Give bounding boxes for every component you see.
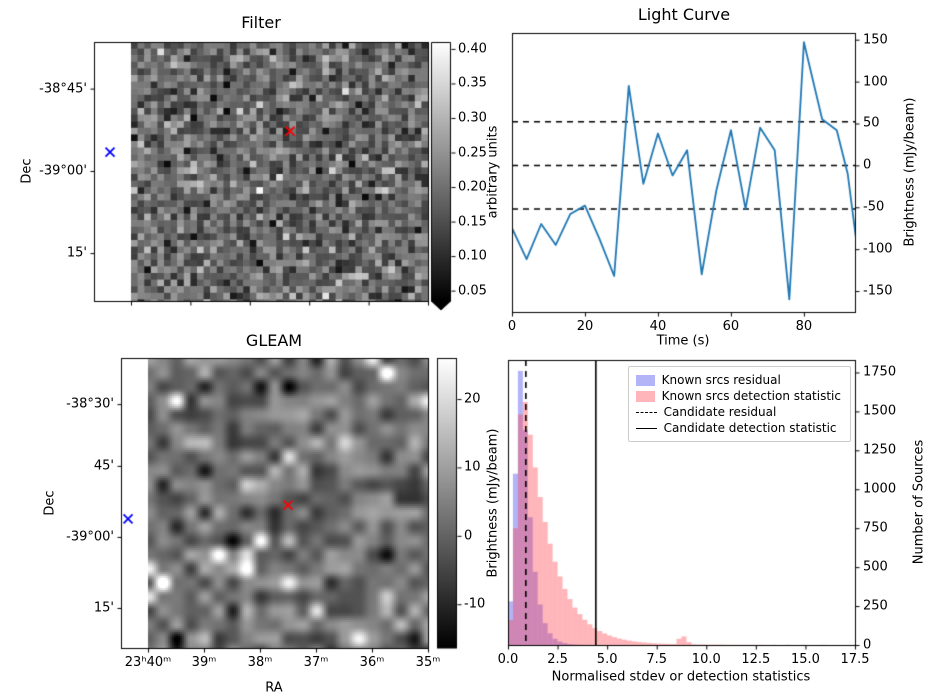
filter-colorbar-tick-label: 0.35 xyxy=(458,75,487,91)
legend-item: Candidate residual xyxy=(635,404,841,420)
histogram-ytick-label: 1500 xyxy=(863,403,897,419)
lightcurve-ytick-label: 100 xyxy=(863,74,888,90)
filter-colorbar-tick-label: 0.15 xyxy=(458,214,487,230)
lightcurve-xtick-label: 80 xyxy=(795,319,813,334)
lightcurve-xtick-label: 0 xyxy=(507,319,517,334)
filter-colorbar-tick-label: 0.05 xyxy=(458,283,487,299)
gleam-title: GLEAM xyxy=(245,331,303,350)
gleam-xtick-label: 36ᵐ xyxy=(359,655,385,670)
legend-label: Candidate detection statistic xyxy=(663,421,837,435)
filter-colorbar-tick-label: 0.25 xyxy=(458,145,487,160)
lightcurve-xlabel: Time (s) xyxy=(656,333,710,349)
lightcurve-ytick-label: 0 xyxy=(863,157,872,173)
histogram-xtick-label: 15.0 xyxy=(790,652,820,667)
gleam-xtick-label: 37ᵐ xyxy=(303,655,329,670)
lightcurve-ytick-label: 150 xyxy=(863,32,888,48)
gleam-colorbar-label: Brightness (mJy/beam) xyxy=(485,428,501,578)
histogram-xtick-label: 12.5 xyxy=(741,652,771,667)
gleam-ytick-label: -38°30' xyxy=(66,396,114,412)
gleam-colorbar-tick-label: 10 xyxy=(464,459,481,475)
gleam-colorbar-tick-label: 20 xyxy=(464,391,481,407)
legend-item: Candidate detection statistic xyxy=(635,420,841,436)
filter-ylabel: Dec xyxy=(19,158,35,184)
gleam-ytick-label: -39°00' xyxy=(66,529,114,545)
filter-ytick-label: -39°00' xyxy=(39,163,87,179)
lightcurve-xtick-label: 40 xyxy=(649,319,667,334)
gleam-colorbar-tick-label: 0 xyxy=(464,528,473,544)
filter-colorbar-label: arbitrary units xyxy=(485,125,501,219)
filter-colorbar-tick-label: 0.10 xyxy=(458,248,487,264)
histogram-xtick-label: 0.0 xyxy=(497,652,519,667)
gleam-xtick-label: 35ᵐ xyxy=(415,655,441,670)
lightcurve-ytick-label: -50 xyxy=(863,199,885,215)
histogram-ytick-label: 1250 xyxy=(863,442,897,458)
lightcurve-title: Light Curve xyxy=(637,5,731,24)
lightcurve-ytick-label: -150 xyxy=(863,283,893,299)
histogram-ylabel: Number of Sources xyxy=(911,439,927,565)
legend-dashed-line-swatch xyxy=(635,411,657,413)
histogram-xlabel: Normalised stdev or detection statistics xyxy=(551,669,811,685)
lightcurve-ylabel: Brightness (mJy/beam) xyxy=(902,97,918,247)
histogram-legend: Known srcs residual Known srcs detection … xyxy=(627,366,851,442)
gleam-xtick-label: 38ᵐ xyxy=(247,655,273,670)
histogram-ytick-label: 0 xyxy=(863,637,872,653)
gleam-ylabel: Dec xyxy=(42,490,58,516)
gleam-ytick-label: 45' xyxy=(93,458,114,474)
gleam-xtick-label: 39ᵐ xyxy=(191,655,217,670)
histogram-ytick-label: 750 xyxy=(863,520,888,536)
gleam-xlabel: RA xyxy=(265,680,283,696)
legend-label: Known srcs residual xyxy=(661,373,781,387)
histogram-xtick-label: 7.5 xyxy=(646,652,668,667)
histogram-xtick-label: 2.5 xyxy=(547,652,568,667)
legend-label: Known srcs detection statistic xyxy=(661,389,841,403)
legend-label: Candidate residual xyxy=(663,405,777,419)
filter-ytick-label: 15' xyxy=(66,245,87,261)
histogram-ytick-label: 1000 xyxy=(863,481,897,497)
legend-item: Known srcs detection statistic xyxy=(635,388,841,404)
histogram-xtick-label: 10.0 xyxy=(691,652,721,667)
histogram-xtick-label: 5.0 xyxy=(596,652,618,667)
filter-title: Filter xyxy=(241,13,281,32)
histogram-ytick-label: 1750 xyxy=(863,364,897,380)
filter-colorbar-tick-label: 0.20 xyxy=(458,179,487,195)
legend-item: Known srcs residual xyxy=(635,372,841,388)
histogram-ytick-label: 250 xyxy=(863,598,888,614)
filter-ytick-label: -38°45' xyxy=(39,81,87,97)
lightcurve-xtick-label: 60 xyxy=(722,319,740,334)
gleam-ytick-label: 15' xyxy=(93,600,114,616)
legend-patch-swatch xyxy=(635,390,655,402)
lightcurve-ytick-label: -100 xyxy=(863,241,893,257)
histogram-xtick-label: 17.5 xyxy=(840,652,870,667)
gleam-colorbar-tick-label: -10 xyxy=(464,596,486,612)
histogram-ytick-label: 500 xyxy=(863,559,888,575)
gleam-xtick-label: 23ʰ40ᵐ xyxy=(124,655,172,670)
legend-patch-swatch xyxy=(635,374,655,386)
lightcurve-ytick-label: 50 xyxy=(863,115,880,131)
filter-colorbar-tick-label: 0.40 xyxy=(458,41,487,57)
filter-colorbar-tick-label: 0.30 xyxy=(458,110,487,126)
legend-solid-line-swatch xyxy=(635,427,657,429)
lightcurve-xtick-label: 20 xyxy=(576,319,594,334)
